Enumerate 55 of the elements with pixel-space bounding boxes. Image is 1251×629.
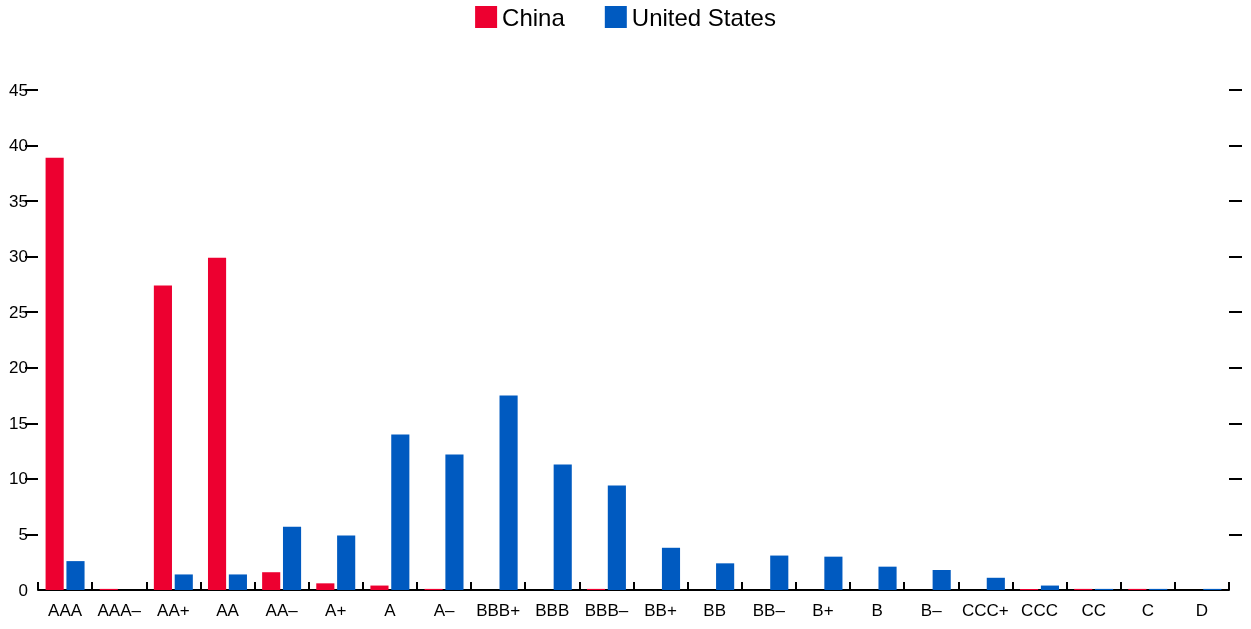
x-tick-label: B	[871, 601, 883, 620]
bar	[66, 561, 85, 590]
x-tick-label: A+	[325, 601, 347, 620]
bar	[716, 563, 735, 590]
x-tick-label: B–	[920, 601, 943, 620]
x-tick-label: BB+	[644, 601, 677, 620]
bar	[316, 583, 335, 590]
x-tick-label: B+	[812, 601, 834, 620]
x-tick-label: AA+	[157, 601, 190, 620]
y-tick-label: 0	[18, 580, 28, 600]
bar	[337, 535, 356, 590]
bar	[282, 526, 302, 590]
x-tick-label: AAA	[48, 601, 83, 620]
x-tick-label: AA	[216, 601, 240, 620]
y-tick-label: 45	[9, 80, 28, 100]
x-tick-label: CCC+	[962, 601, 1009, 620]
bar	[824, 556, 843, 590]
legend-label: China	[502, 3, 566, 31]
bar	[986, 577, 1005, 590]
bar	[770, 555, 789, 590]
bar	[228, 574, 247, 590]
x-tick-label: AA–	[265, 601, 299, 620]
y-tick-label: 30	[9, 247, 28, 267]
bar	[661, 547, 681, 590]
x-tick-label: BB–	[752, 601, 786, 620]
bar	[607, 485, 626, 590]
x-tick-label: A–	[433, 601, 455, 620]
y-tick-label: 10	[9, 469, 28, 489]
x-tick-label: BBB–	[584, 601, 629, 620]
bar	[370, 585, 389, 590]
bar	[207, 257, 227, 590]
bar	[878, 566, 897, 590]
x-tick-label: AAA–	[97, 601, 142, 620]
x-tick-label: BBB+	[476, 601, 521, 620]
bar	[174, 574, 193, 590]
x-tick-label: CC	[1081, 601, 1106, 620]
bar	[153, 285, 172, 590]
x-tick-label: D	[1195, 601, 1209, 620]
x-tick-label: A	[384, 601, 397, 620]
bar	[553, 464, 572, 590]
x-tick-label: BBB	[535, 601, 570, 620]
y-tick-label: 25	[9, 302, 28, 322]
bar	[932, 570, 951, 590]
y-tick-label: 20	[9, 358, 28, 378]
bar	[445, 454, 464, 590]
bar	[391, 434, 410, 590]
y-tick-label: 35	[9, 191, 28, 211]
x-tick-label: CCC	[1021, 601, 1058, 620]
x-tick-label: BB	[703, 601, 727, 620]
bar	[262, 572, 281, 590]
x-tick-label: C	[1141, 601, 1154, 620]
legend-label: United States	[631, 3, 776, 31]
bar	[499, 395, 518, 590]
bar	[45, 157, 64, 590]
y-tick-label: 40	[9, 136, 28, 156]
